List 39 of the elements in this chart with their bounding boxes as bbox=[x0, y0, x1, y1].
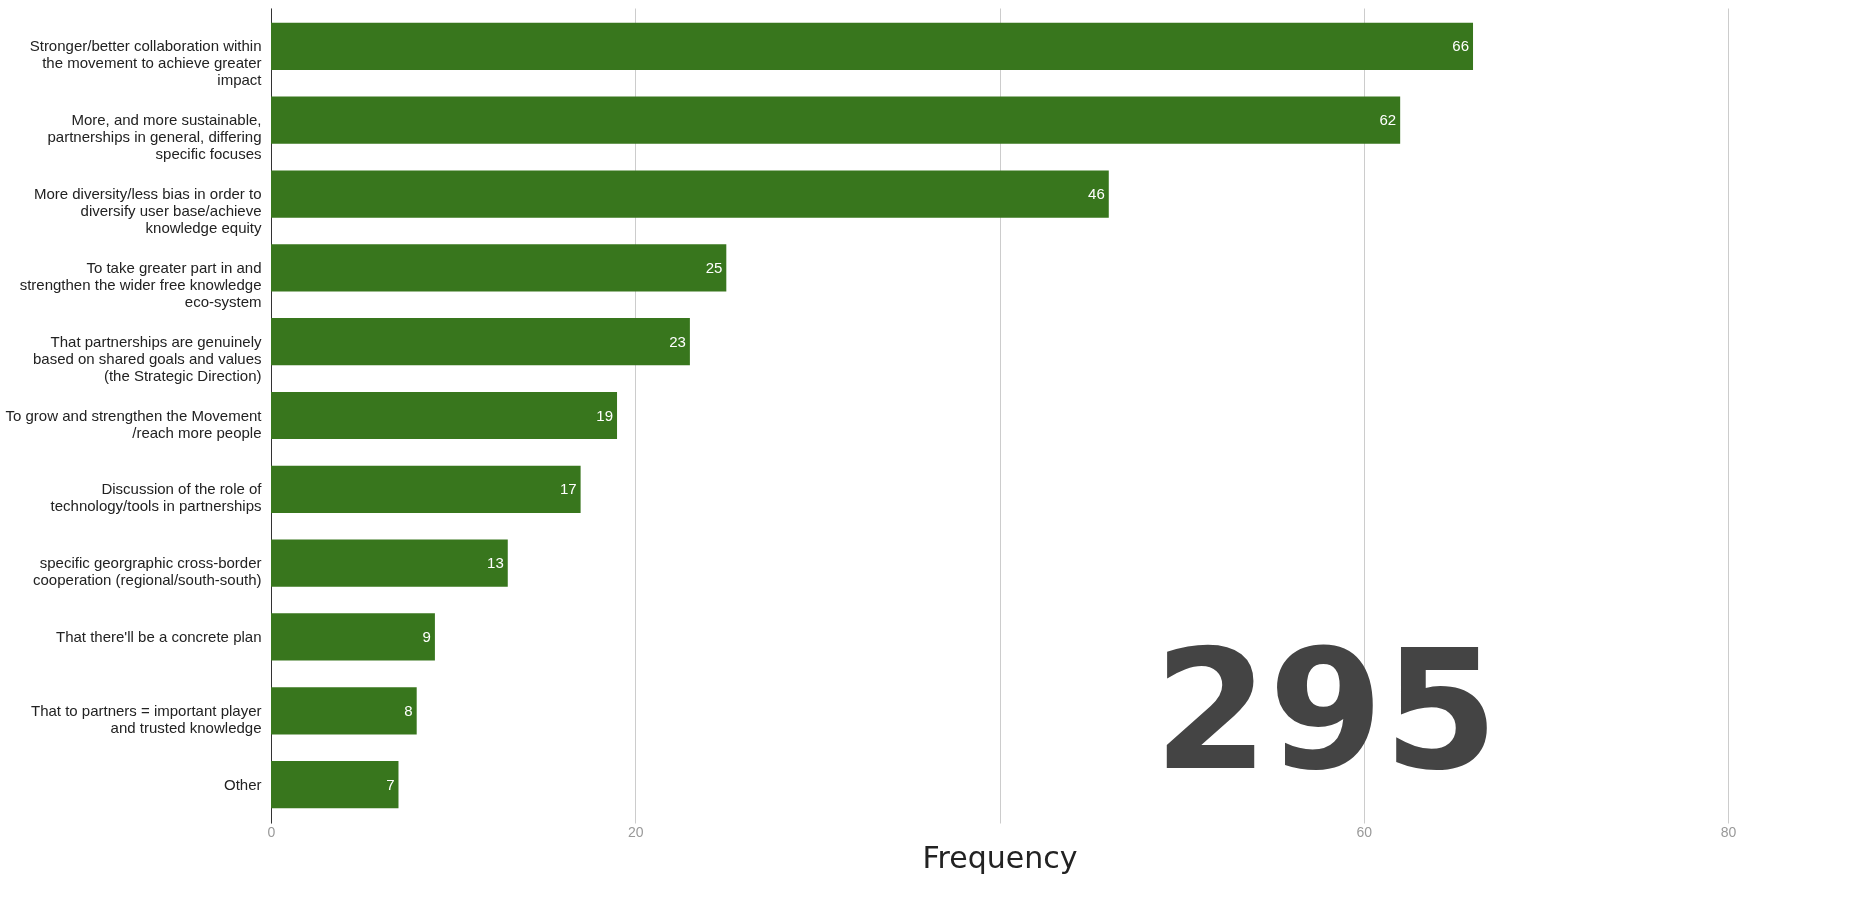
x-axis-title: Frequency bbox=[922, 839, 1078, 875]
data-label: 66 bbox=[1452, 37, 1470, 55]
data-label: 19 bbox=[596, 406, 614, 424]
data-label: 62 bbox=[1379, 111, 1397, 129]
y-tick-label: That to partners = important player and trusted knowledge bbox=[30, 701, 262, 736]
annotation: 295 bbox=[1153, 615, 1499, 807]
bar bbox=[271, 613, 435, 661]
bar bbox=[271, 687, 417, 735]
y-tick-label: specific georgraphic cross-border cooperation (regional/south-south) bbox=[33, 554, 262, 589]
data-label: 9 bbox=[422, 627, 431, 645]
data-label: 7 bbox=[386, 775, 395, 793]
y-tick-label: More, and more sustainable, partnerships in general, differing specific focuses bbox=[47, 111, 262, 163]
y-tick-label: Discussion of the role of technology/tools in partnerships bbox=[50, 480, 263, 515]
data-label: 17 bbox=[559, 480, 577, 498]
x-tick-label: 80 bbox=[1720, 823, 1737, 840]
bar bbox=[271, 96, 1401, 144]
bar bbox=[271, 391, 618, 440]
bar bbox=[271, 539, 508, 587]
data-label: 13 bbox=[487, 554, 504, 572]
y-tick-label: More diversity/less bias in order to diversify user base/achieve knowledge equity bbox=[33, 185, 262, 237]
y-tick-label: Stronger/better collaboration within the movement to achieve greater impact bbox=[29, 37, 263, 89]
bar bbox=[271, 318, 690, 366]
x-tick-label: 20 bbox=[627, 823, 644, 840]
x-tick-label: 60 bbox=[1356, 823, 1373, 840]
bar bbox=[271, 244, 727, 292]
data-label: 46 bbox=[1088, 185, 1105, 203]
data-label: 25 bbox=[705, 258, 723, 276]
y-tick-label: That partnerships are genuinely based on shared goals and values (the Strategic Direction) bbox=[32, 332, 262, 384]
bar bbox=[271, 465, 581, 513]
data-label: 23 bbox=[669, 332, 686, 350]
y-tick-label: That there'll be a concrete plan bbox=[56, 627, 262, 645]
bar bbox=[271, 760, 399, 809]
y-tick-label: To take greater part in and strengthen the wider free knowledge eco-system bbox=[19, 258, 262, 310]
bar bbox=[271, 170, 1109, 218]
x-tick-label: 0 bbox=[267, 823, 276, 840]
bar bbox=[271, 22, 1474, 71]
y-tick-label: To grow and strengthen the Movement /reach more people bbox=[5, 406, 263, 441]
y-tick-label: Other bbox=[223, 775, 262, 793]
data-label: 8 bbox=[404, 701, 413, 719]
